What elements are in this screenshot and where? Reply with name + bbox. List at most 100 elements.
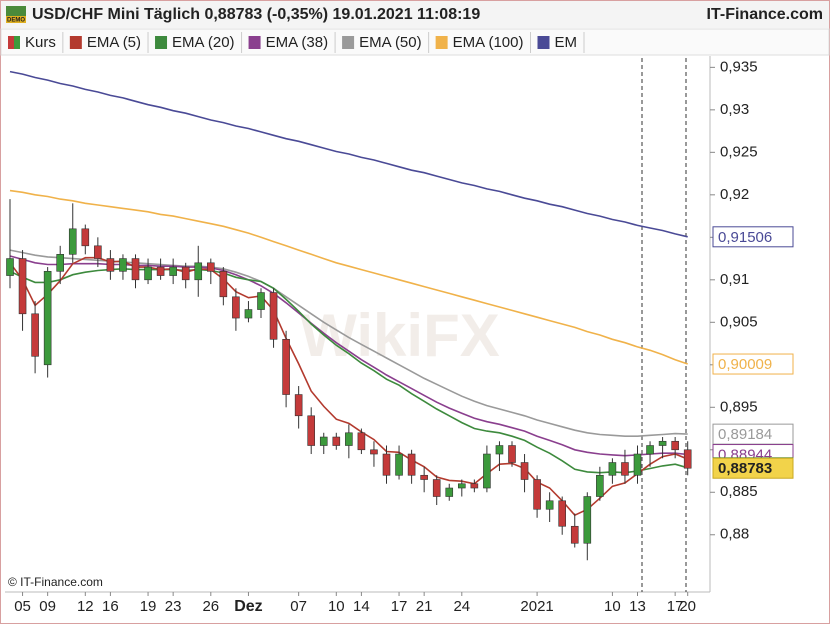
candle-body [583, 496, 592, 544]
candle-body [43, 271, 52, 366]
candle-body [207, 262, 215, 272]
x-tick-label: 17 [667, 598, 684, 615]
x-tick-label: 07 [290, 598, 307, 615]
candle-body [81, 228, 90, 247]
x-tick-label: 16 [102, 598, 119, 615]
candle-body [382, 453, 391, 476]
legend-label: EMA (5) [87, 34, 141, 51]
candle-body [533, 479, 541, 510]
legend-swatch [435, 36, 448, 49]
x-tick-label: 21 [416, 598, 433, 615]
x-tick-label: 19 [140, 598, 157, 615]
candle-body [56, 254, 65, 272]
candle-body [395, 453, 403, 476]
header-bar [1, 1, 829, 28]
candle-body [332, 436, 341, 446]
legend-swatch [69, 36, 82, 49]
legend-label: EMA (100) [453, 34, 524, 51]
y-tick-label: 0,91 [720, 271, 749, 288]
candle-body [269, 292, 278, 340]
candle-body [445, 487, 454, 497]
candle-body [144, 266, 152, 281]
ema-line [9, 70, 688, 238]
candle-body [181, 266, 190, 281]
candle-body [608, 462, 617, 476]
candle-body [621, 462, 629, 476]
candle-body [508, 445, 516, 463]
legend-label: EMA (38) [266, 34, 329, 51]
y-tick-label: 0,93 [720, 101, 749, 118]
candle-body [683, 449, 692, 469]
candle-body [219, 271, 228, 298]
y-tick-label: 0,935 [720, 58, 758, 75]
candle-body [633, 453, 642, 476]
candle-body [294, 394, 303, 417]
x-tick-label: 13 [629, 598, 646, 615]
candle-body [658, 440, 667, 446]
value-tag [712, 457, 794, 479]
legend-swatch [155, 36, 168, 49]
legend-label: EM [555, 34, 578, 51]
candle-body [319, 436, 328, 446]
candle-body [432, 479, 441, 497]
candle-body [194, 262, 203, 281]
candle-body [420, 474, 428, 480]
chart-title: USD/CHF Mini Täglich 0,88783 (-0,35%) 19… [32, 6, 480, 23]
candle-body [671, 440, 679, 451]
candle-body [94, 245, 102, 259]
x-tick-label: 12 [77, 598, 94, 615]
x-tick-label: 10 [328, 598, 345, 615]
footer: © IT-Finance.com [8, 575, 103, 589]
candle-body [457, 483, 466, 489]
candle-body [570, 525, 579, 544]
ema-line [9, 189, 688, 365]
legend: Kurs EMA (5) EMA (20) EMA (38) EMA (50) EMA (… [8, 32, 585, 53]
candle-body [646, 445, 654, 455]
candle-body [545, 500, 554, 510]
candle-body [257, 292, 265, 310]
candle-body [357, 432, 366, 451]
candle-body [244, 309, 253, 319]
y-tick-label: 0,925 [720, 143, 758, 160]
x-tick-label: Dez [234, 598, 262, 615]
candle-body [307, 415, 316, 446]
value-tag-label: 0,91506 [718, 229, 772, 246]
x-tick-label: 10 [604, 598, 621, 615]
watermark: WikiFX [300, 302, 499, 369]
candle-body [119, 258, 127, 272]
candle-body [68, 228, 77, 255]
x-tick-label: 09 [39, 598, 56, 615]
legend-label: EMA (20) [172, 34, 235, 51]
legend-swatch [537, 36, 550, 49]
legend-swatch [8, 36, 14, 49]
legend-swatch [14, 36, 20, 49]
legend-swatch [248, 36, 261, 49]
candle-body [483, 453, 491, 489]
x-tick-label: 24 [453, 598, 470, 615]
y-tick-label: 0,885 [720, 483, 758, 500]
x-tick-label: 2021 [520, 598, 553, 615]
legend-label: Kurs [25, 34, 56, 51]
demo-icon: DEMO [6, 6, 26, 24]
y-tick-label: 0,895 [720, 398, 758, 415]
legend-label: EMA (50) [359, 34, 422, 51]
value-tag-label: 0,90009 [718, 356, 772, 373]
candle-body [520, 462, 529, 480]
y-tick-label: 0,88 [720, 526, 749, 543]
x-tick-label: 20 [679, 598, 696, 615]
x-tick-label: 17 [391, 598, 408, 615]
candle-body [6, 258, 14, 276]
legend-bar [0, 28, 830, 56]
candle-body [18, 258, 27, 315]
x-tick-label: 26 [202, 598, 219, 615]
candle-body [156, 266, 165, 276]
candle-body [370, 449, 378, 455]
value-tag-label: 0,89184 [718, 426, 772, 443]
y-tick-label: 0,92 [720, 186, 749, 203]
x-tick-label: 23 [165, 598, 182, 615]
candle-body [131, 258, 140, 281]
candle-body [31, 313, 39, 357]
candle-body [169, 266, 177, 276]
